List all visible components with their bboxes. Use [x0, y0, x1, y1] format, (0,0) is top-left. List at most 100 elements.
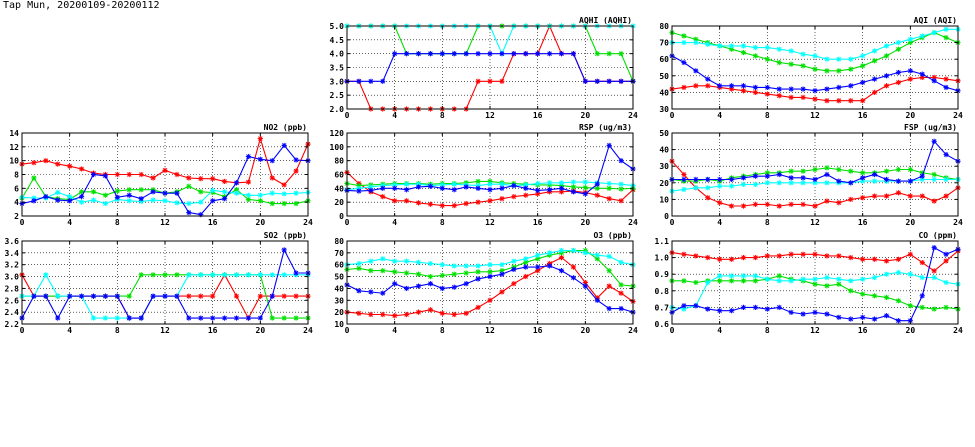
aqi-data-point — [907, 36, 913, 42]
co-data-point — [836, 281, 842, 287]
co-ytick-label: 0.9 — [655, 270, 670, 279]
o3-xtick-label: 20 — [581, 326, 591, 335]
aqi-data-point — [907, 76, 913, 82]
rsp-data-point — [606, 142, 612, 149]
aqhi-data-point — [439, 51, 445, 57]
no2-ytick-label: 12 — [9, 143, 19, 152]
aqi-data-point — [752, 44, 759, 51]
fsp-chart: 0 4 8 12 16 20 24 0 10 20 30 40 50 FSP (ug/m3) — [659, 123, 963, 227]
so2-data-point — [233, 315, 240, 321]
aqhi-data-point — [475, 51, 481, 57]
aqi-data-point — [895, 69, 902, 76]
o3-data-point — [415, 259, 422, 265]
aqhi-data-point — [475, 78, 481, 84]
co-data-point — [776, 304, 782, 310]
aqi-data-point — [740, 43, 747, 49]
aqhi-chart-title: AQHI (AQHI) — [579, 16, 632, 25]
aqi-data-point — [943, 84, 949, 91]
no2-data-point — [150, 189, 156, 195]
co-data-point — [776, 253, 782, 259]
co-chart-title: CO (ppm) — [918, 231, 957, 240]
co-data-point — [871, 256, 878, 262]
aqhi-ytick-label: 4.0 — [330, 50, 345, 59]
aqi-data-point — [883, 53, 890, 59]
co-data-point — [740, 304, 747, 310]
aqi-data-point — [693, 36, 699, 42]
aqhi-xtick-label: 24 — [628, 111, 638, 120]
co-data-point — [752, 255, 759, 261]
aqi-data-point — [728, 43, 735, 49]
aqi-ytick-label: 40 — [659, 88, 669, 97]
fsp-series-line — [672, 140, 959, 184]
o3-ytick-label: 20 — [334, 308, 344, 317]
no2-data-point — [90, 171, 97, 178]
aqhi-data-point — [499, 51, 505, 57]
co-data-point — [764, 276, 770, 282]
rsp-data-point — [499, 196, 505, 202]
rsp-chart: 0 4 8 12 16 20 24 0 20 40 60 80 100 120 RSP (ug/m3) — [330, 123, 638, 227]
rsp-data-point — [523, 185, 529, 191]
aqi-data-point — [740, 49, 747, 56]
o3-ytick-label: 60 — [334, 261, 344, 270]
aqi-data-point — [883, 83, 890, 89]
co-data-point — [931, 245, 937, 251]
rsp-data-point — [380, 194, 386, 200]
no2-data-point — [114, 171, 120, 178]
so2-ytick-label: 2.2 — [5, 320, 20, 329]
aqi-data-point — [871, 58, 878, 64]
aqi-data-point — [728, 83, 735, 89]
so2-data-point — [138, 315, 144, 321]
aqhi-data-point — [392, 51, 398, 57]
rsp-ytick-label: 120 — [330, 129, 345, 138]
aqi-data-point — [800, 86, 806, 92]
co-data-point — [776, 278, 782, 284]
o3-data-point — [415, 283, 422, 289]
co-xtick-label: 8 — [765, 326, 770, 335]
fsp-data-point — [860, 175, 866, 181]
fsp-data-point — [919, 173, 925, 179]
fsp-data-point — [860, 170, 866, 176]
o3-data-point — [451, 284, 457, 290]
rsp-data-point — [475, 199, 481, 205]
aqi-data-point — [836, 84, 842, 91]
no2-xtick-label: 0 — [20, 218, 25, 227]
co-xtick-label: 20 — [906, 326, 916, 335]
aqi-data-point — [871, 89, 878, 95]
rsp-data-point — [594, 181, 600, 187]
no2-data-point — [55, 161, 61, 167]
co-xtick-label: 24 — [953, 326, 963, 335]
o3-data-point — [582, 250, 588, 256]
rsp-data-point — [403, 181, 410, 187]
o3-data-point — [451, 263, 457, 269]
o3-ytick-label: 70 — [334, 249, 344, 258]
so2-data-point — [102, 293, 109, 299]
o3-xtick-label: 0 — [345, 326, 350, 335]
no2-data-point — [150, 197, 156, 203]
fsp-xtick-label: 20 — [906, 218, 916, 227]
rsp-data-point — [380, 185, 386, 191]
fsp-data-point — [800, 168, 806, 174]
rsp-data-point — [392, 185, 398, 191]
aqi-ytick-label: 70 — [659, 39, 669, 48]
no2-data-point — [78, 199, 85, 205]
o3-data-point — [403, 270, 410, 276]
o3-data-point — [463, 310, 469, 316]
fsp-data-point — [883, 193, 890, 199]
no2-data-point — [269, 200, 275, 207]
aqi-data-point — [883, 73, 890, 79]
no2-data-point — [293, 200, 299, 207]
fsp-data-point — [848, 196, 854, 202]
so2-data-point — [90, 315, 97, 321]
aqi-data-point — [705, 83, 711, 89]
no2-data-point — [221, 196, 228, 202]
rsp-xtick-label: 16 — [533, 218, 543, 227]
no2-ytick-label: 8 — [14, 171, 19, 180]
fsp-data-point — [860, 195, 866, 201]
co-data-point — [788, 309, 794, 315]
o3-data-point — [546, 250, 553, 256]
fsp-data-point — [812, 180, 818, 186]
rsp-data-point — [523, 192, 529, 198]
no2-data-point — [174, 200, 180, 206]
so2-data-point — [150, 272, 156, 278]
rsp-data-point — [499, 185, 505, 191]
